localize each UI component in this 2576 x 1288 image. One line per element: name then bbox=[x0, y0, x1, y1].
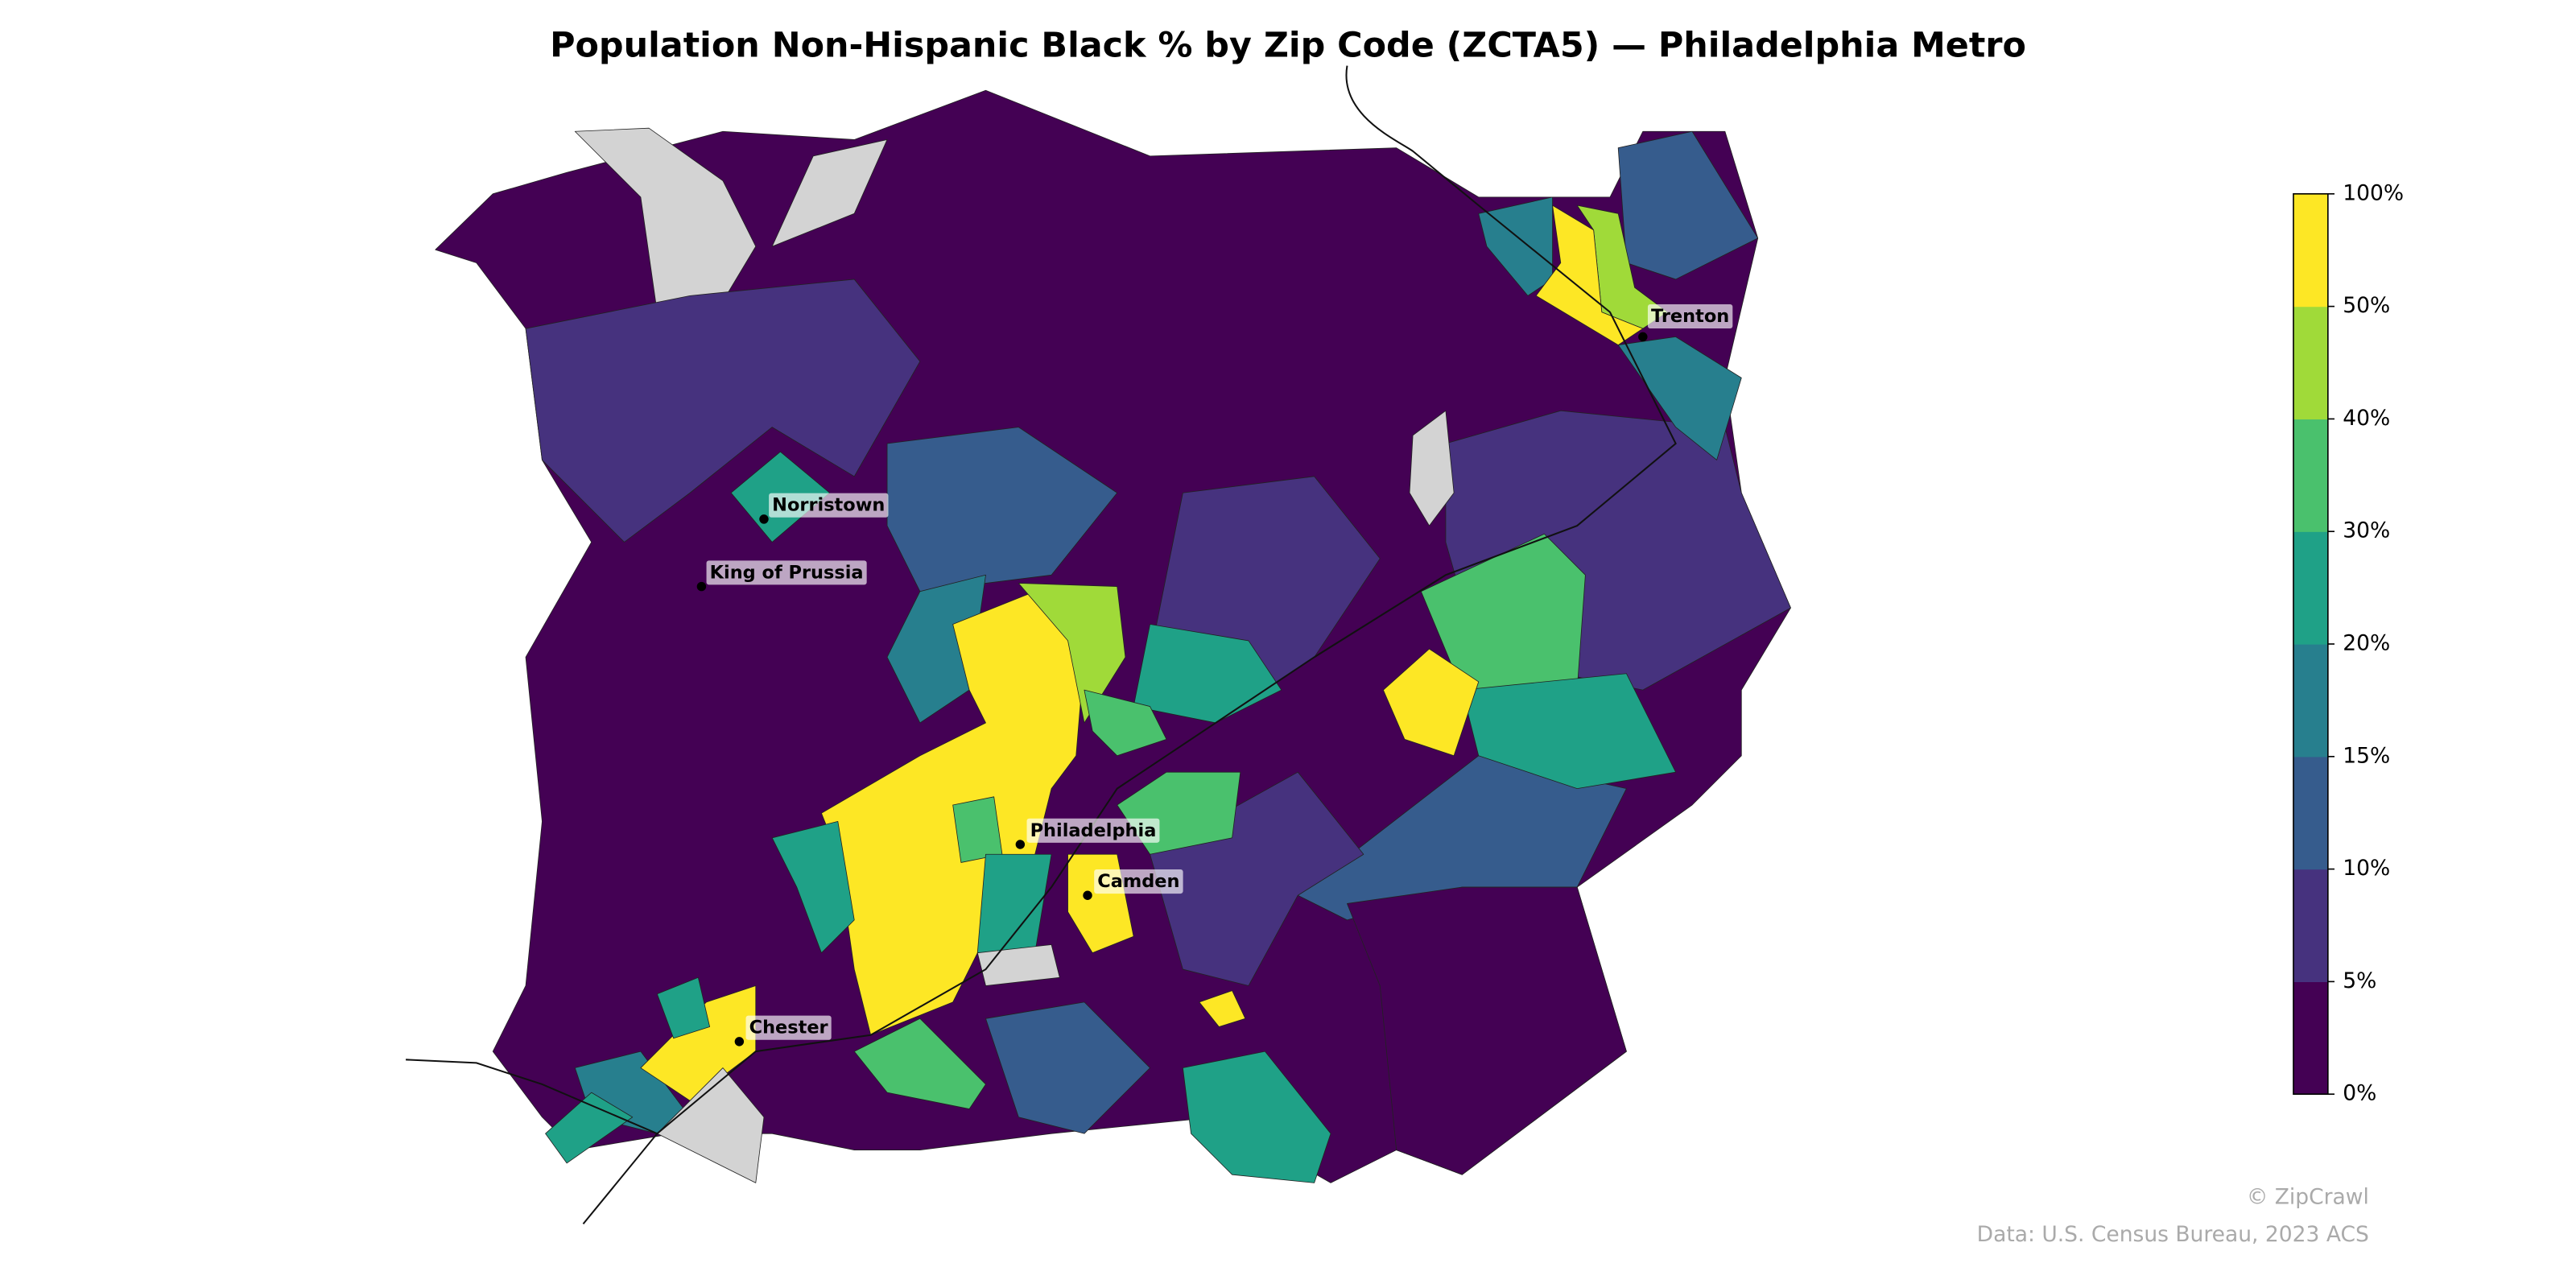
city-dot bbox=[759, 514, 769, 524]
city-label: Philadelphia bbox=[1030, 820, 1157, 841]
region bbox=[1617, 336, 1742, 460]
city: Norristown bbox=[759, 493, 889, 524]
region bbox=[771, 821, 855, 954]
region bbox=[1347, 886, 1627, 1175]
colorbar-bin bbox=[2293, 869, 2328, 982]
region bbox=[1461, 673, 1677, 789]
river bbox=[406, 1059, 658, 1135]
city-markers: Trenton Norristown King of Prussia Phila… bbox=[696, 303, 1733, 1046]
city-label: Chester bbox=[749, 1018, 828, 1038]
colorbar-tick-label: 20% bbox=[2343, 631, 2390, 656]
label-background bbox=[1026, 818, 1160, 843]
map-title: Population Non-Hispanic Black % by Zip C… bbox=[550, 26, 2026, 66]
region bbox=[1382, 648, 1480, 757]
colorbar-bin bbox=[2293, 756, 2328, 870]
colorbar-tick-label: 10% bbox=[2343, 856, 2390, 881]
colorbar-tick-label: 5% bbox=[2343, 968, 2376, 993]
city-dot bbox=[696, 581, 707, 592]
region bbox=[1018, 583, 1126, 724]
city-dot bbox=[734, 1037, 745, 1046]
region bbox=[1478, 196, 1553, 296]
colorbar: 0% 5% 10% 15% 20% 30% 40% 50% 100% bbox=[2293, 180, 2404, 1106]
city-dot bbox=[1638, 332, 1648, 342]
city-label: Camden bbox=[1097, 871, 1179, 892]
region bbox=[656, 1067, 765, 1183]
region bbox=[985, 1001, 1150, 1134]
source-note: Data: U.S. Census Bureau, 2023 ACS bbox=[1977, 1222, 2369, 1247]
label-background bbox=[1094, 869, 1183, 894]
colorbar-tick-label: 15% bbox=[2343, 743, 2390, 768]
label-background bbox=[745, 1015, 832, 1040]
colorbar-tick-label: 50% bbox=[2343, 293, 2390, 318]
region bbox=[1409, 410, 1455, 526]
city-dot bbox=[1083, 890, 1092, 900]
colorbar-bin bbox=[2293, 306, 2328, 420]
city: Trenton bbox=[1638, 303, 1733, 342]
region bbox=[1133, 624, 1282, 724]
credit: © ZipCrawl bbox=[2247, 1184, 2369, 1209]
region bbox=[545, 1092, 634, 1164]
city-dot bbox=[1015, 840, 1026, 849]
colorbar-tick-label: 30% bbox=[2343, 518, 2390, 543]
colorbar-tick-label: 0% bbox=[2343, 1081, 2376, 1106]
region bbox=[771, 139, 888, 247]
colorbar-bin bbox=[2293, 531, 2328, 645]
river bbox=[582, 65, 1677, 1225]
colorbar-bin bbox=[2293, 193, 2328, 308]
region bbox=[853, 1018, 986, 1109]
label-background bbox=[769, 493, 889, 518]
colorbar-tick-label: 100% bbox=[2343, 180, 2404, 205]
region bbox=[886, 574, 986, 724]
city: King of Prussia bbox=[696, 560, 867, 592]
label-background bbox=[706, 560, 867, 585]
region bbox=[1182, 1051, 1331, 1183]
city: Chester bbox=[734, 1015, 832, 1046]
region bbox=[574, 127, 757, 329]
colorbar-bin bbox=[2293, 981, 2328, 1095]
region bbox=[1199, 990, 1246, 1027]
region bbox=[821, 591, 1085, 1036]
city: Philadelphia bbox=[1015, 818, 1160, 849]
region bbox=[656, 976, 711, 1039]
colorbar-tick-label: 40% bbox=[2343, 406, 2390, 431]
colorbar-bin bbox=[2293, 419, 2328, 532]
region bbox=[952, 796, 1003, 863]
zip-regions bbox=[435, 89, 1791, 1183]
city-label: King of Prussia bbox=[710, 562, 864, 583]
region bbox=[886, 427, 1118, 592]
city-label: Norristown bbox=[772, 495, 885, 516]
city-label: Trenton bbox=[1651, 306, 1729, 327]
region bbox=[525, 279, 921, 543]
region bbox=[1084, 689, 1167, 757]
city: Camden bbox=[1083, 869, 1183, 900]
label-background bbox=[1647, 303, 1733, 329]
colorbar-bin bbox=[2293, 644, 2328, 758]
